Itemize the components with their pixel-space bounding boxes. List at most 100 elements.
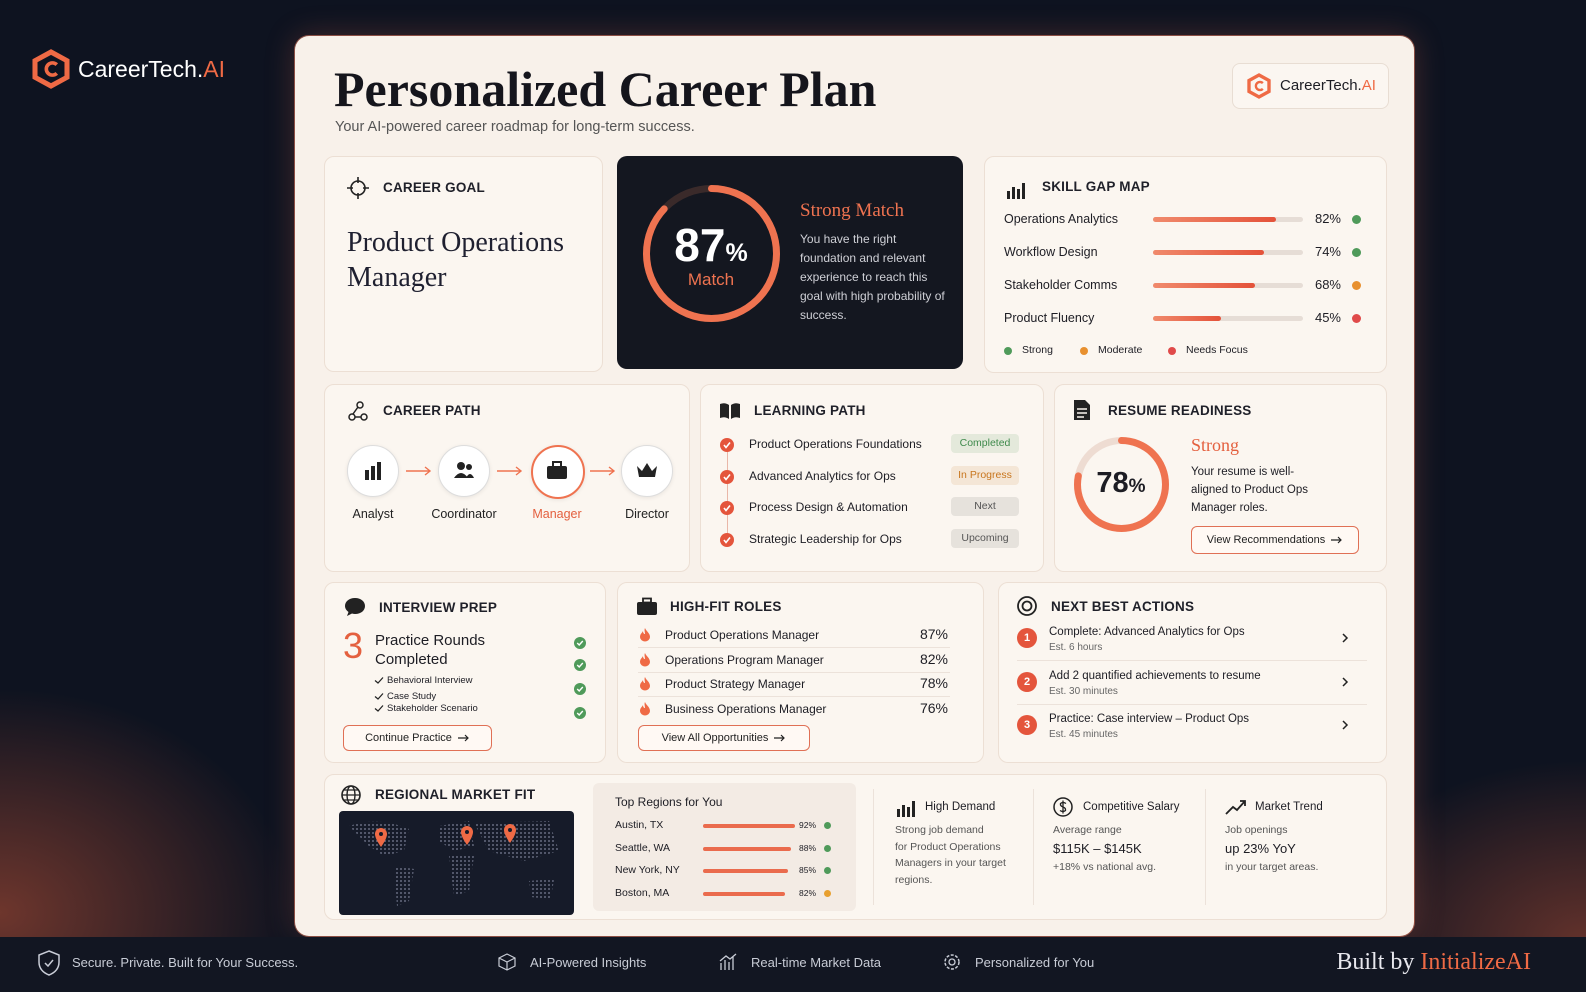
step-circle <box>438 445 490 497</box>
ring <box>1017 596 1037 616</box>
stat-line: regions. <box>895 873 933 886</box>
next-actions-card: NEXT BEST ACTIONS 1 Complete: Advanced Ana… <box>998 582 1387 763</box>
resume-value: 78% <box>1071 467 1171 500</box>
skill-bar <box>1153 217 1276 222</box>
card-heading: RESUME READINESS <box>1108 403 1252 418</box>
flame <box>640 628 650 642</box>
region-bar <box>703 891 785 896</box>
icon-bar <box>1007 191 1010 199</box>
stat-title: High Demand <box>925 801 996 813</box>
book-icon <box>720 403 740 419</box>
icon-bar <box>365 470 369 480</box>
shield-icon <box>38 950 60 976</box>
chat-icon <box>345 598 365 616</box>
node <box>356 401 364 409</box>
skill-name: Operations Analytics <box>1004 212 1118 226</box>
role-name: Business Operations Manager <box>665 701 827 716</box>
link <box>352 406 361 418</box>
legend-dot <box>1080 347 1088 355</box>
chevron <box>1342 676 1349 687</box>
stat-line: for Product Operations <box>895 840 1001 853</box>
tick <box>723 473 731 481</box>
logo-hex <box>32 49 70 89</box>
match-title: Strong Match <box>800 200 904 221</box>
gear <box>944 954 960 970</box>
skill-gap-card: SKILL GAP MAP Operations Analytics 82% Work… <box>984 156 1387 373</box>
region-value: 82% <box>799 887 817 898</box>
resume-card: RESUME READINESS 78% Strong Your resume is … <box>1054 384 1387 572</box>
handle <box>642 597 652 604</box>
landmass <box>529 879 554 899</box>
region-value: 85% <box>799 865 817 875</box>
learning-path-card: LEARNING PATH Product Operations Foundati… <box>700 384 1044 572</box>
action-estimate: Est. 45 minutes <box>1049 729 1118 740</box>
status-badge: Upcoming <box>951 528 1019 548</box>
chevron-button[interactable] <box>1334 626 1356 652</box>
landmass <box>449 856 474 896</box>
arrow <box>497 466 523 476</box>
icon-bar <box>371 466 375 480</box>
dot <box>574 637 586 649</box>
status-dot <box>824 822 831 829</box>
resume-text: Your resume is well-aligned to Product O… <box>1191 466 1308 514</box>
row-divider <box>638 696 950 697</box>
step-label: Analyst <box>352 507 394 521</box>
career-goal-card: CAREER GOAL Product Operations Manager <box>324 156 603 372</box>
doc-icon <box>1074 400 1090 420</box>
check-icon <box>720 469 734 484</box>
card-heading: CAREER GOAL <box>383 180 485 195</box>
status-badge: Completed <box>951 434 1019 453</box>
match-card: 87% Match Strong Match You have the right f… <box>617 156 963 369</box>
lat <box>342 789 360 801</box>
practice-item: Behavioral Interview <box>387 675 473 686</box>
region-value: 92% <box>799 820 817 830</box>
badge-name: CareerTech. <box>1280 77 1362 94</box>
arrow <box>406 466 432 476</box>
cross <box>347 177 369 199</box>
stat-line: up 23% YoY <box>1225 840 1296 856</box>
chevron-button[interactable] <box>1334 713 1356 739</box>
briefcase-icon <box>637 597 657 615</box>
done-icon <box>574 659 586 671</box>
status-dot <box>824 844 831 852</box>
skill-bar <box>1153 250 1264 255</box>
match-unit: % <box>725 239 748 267</box>
region-name: Boston, MA <box>615 886 670 899</box>
interview-prep-card: INTERVIEW PREP 3 Practice Rounds Completed… <box>324 582 606 763</box>
role-match: 78% <box>919 675 948 691</box>
match-number: 87 <box>674 219 726 271</box>
doc <box>1074 400 1090 420</box>
badge-text: CareerTech.AI <box>1280 77 1376 94</box>
row-divider <box>638 671 950 673</box>
trend <box>1225 800 1246 815</box>
course-name: Strategic Leadership for Ops <box>749 531 902 546</box>
match-value: 87% <box>641 218 781 272</box>
stat-icon <box>1225 800 1246 815</box>
landmass <box>474 821 559 861</box>
step-label: Manager <box>532 507 582 521</box>
row-divider <box>1017 660 1367 661</box>
region-bar <box>703 846 791 851</box>
view-recommendations-button[interactable]: View Recommendations <box>1191 526 1359 554</box>
skill-name: Product Fluency <box>1004 311 1095 325</box>
icon-bar <box>897 809 900 817</box>
chevron-button[interactable] <box>1334 670 1356 696</box>
ring <box>1021 600 1033 612</box>
card-heading: REGIONAL MARKET FIT <box>375 787 536 802</box>
handle <box>552 461 562 468</box>
stat-line: Job openings <box>1225 824 1288 836</box>
continue-practice-button[interactable]: Continue Practice <box>343 725 492 751</box>
timeline-line <box>727 447 728 542</box>
tick <box>576 640 584 647</box>
brand-accent: AI <box>203 56 226 82</box>
feature-icon <box>719 953 737 970</box>
built-by: Built by InitializeAI <box>1336 949 1531 976</box>
chevron <box>1342 633 1349 643</box>
role-name: Product Operations Manager <box>665 628 820 642</box>
brand: CareerTech.AI <box>78 56 225 83</box>
view-all-opportunities-button[interactable]: View All Opportunities <box>638 725 810 751</box>
button-label: Continue Practice <box>365 732 452 744</box>
column-divider <box>873 789 874 905</box>
dot <box>574 659 586 671</box>
node <box>348 413 356 421</box>
